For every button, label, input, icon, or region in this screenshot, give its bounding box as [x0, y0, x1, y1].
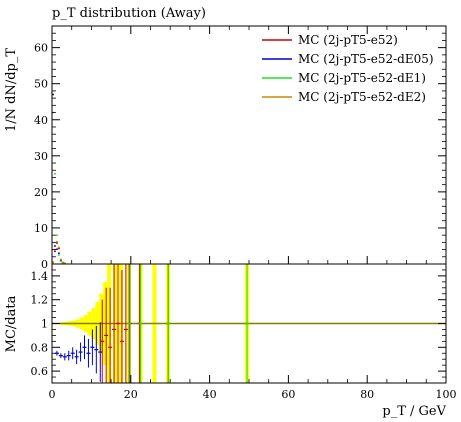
chart-title: p_T distribution (Away)	[52, 6, 206, 21]
y-tick-label-ratio: 1	[41, 318, 48, 331]
x-tick-label: 20	[124, 388, 138, 401]
x-tick-label: 60	[281, 388, 295, 401]
y-tick-label-ratio: 1.4	[31, 270, 49, 283]
legend: MC (2j-pT5-e52) MC (2j-pT5-e52-dE05) MC (2…	[262, 33, 434, 104]
y-axis-label-main: 1/N dN/dp_T	[4, 48, 19, 132]
legend-entry: MC (2j-pT5-e52-dE2)	[298, 90, 426, 104]
x-tick-label: 0	[49, 388, 56, 401]
y-tick-label-ratio: 1.2	[31, 294, 49, 307]
y-tick-label-main: 40	[34, 114, 48, 127]
x-tick-label: 100	[436, 388, 457, 401]
y-tick-label-main: 50	[34, 78, 48, 91]
ratio-plot: 0.6 0.8 1 1.2 1.4 0 20 40 60 80 100	[31, 263, 457, 401]
legend-entry: MC (2j-pT5-e52-dE1)	[298, 71, 426, 85]
y-tick-label-main: 10	[34, 222, 48, 235]
y-tick-label-ratio: 0.8	[31, 341, 49, 354]
y-tick-label-main: 0	[41, 258, 48, 271]
x-tick-label: 80	[360, 388, 374, 401]
legend-entry: MC (2j-pT5-e52)	[298, 33, 398, 47]
y-tick-label-main: 30	[34, 150, 48, 163]
y-axis-label-ratio: MC/data	[4, 295, 19, 352]
x-tick-label: 40	[203, 388, 217, 401]
y-tick-label-main: 60	[34, 42, 48, 55]
main-plot: 0 10 20 30 40 50 60	[34, 25, 447, 271]
y-tick-label-ratio: 0.6	[31, 365, 49, 378]
y-tick-label-main: 20	[34, 186, 48, 199]
x-axis-label: p_T / GeV	[382, 404, 446, 419]
legend-entry: MC (2j-pT5-e52-dE05)	[298, 52, 434, 66]
